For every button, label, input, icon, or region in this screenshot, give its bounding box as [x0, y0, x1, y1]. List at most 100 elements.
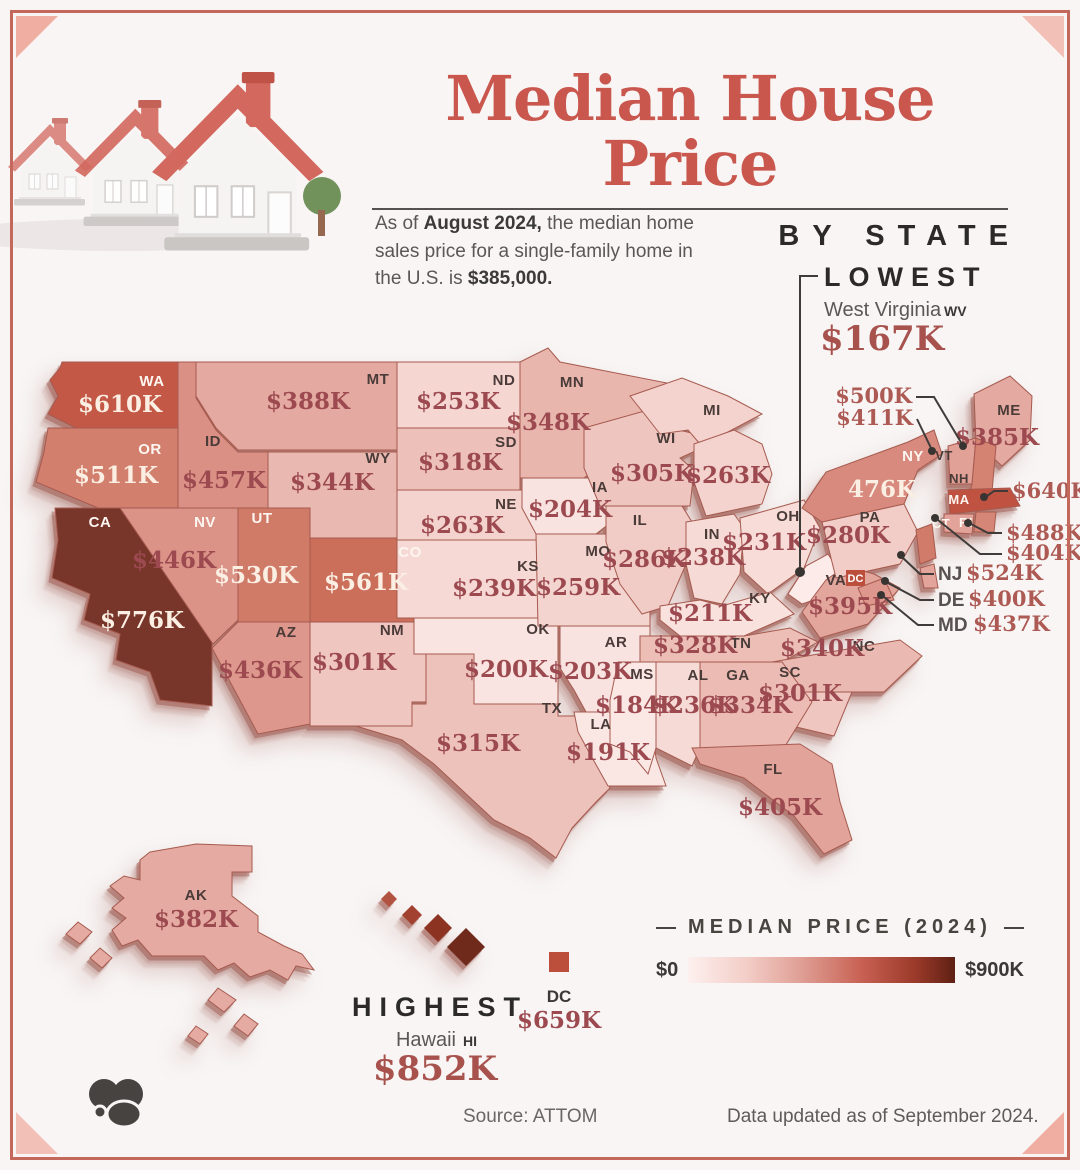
highest-state-name: Hawaii: [396, 1029, 456, 1051]
map-alaska: AK $382K: [65, 843, 316, 1045]
callout-MD-abbr: MD: [938, 615, 968, 636]
state-NM-value: $301K: [312, 649, 397, 676]
state-OH-value: $231K: [722, 529, 807, 556]
state-AK-shape: [109, 843, 316, 981]
legend: MEDIAN PRICE (2024) $0 $900K: [656, 916, 1024, 983]
state-IA-abbr: IA: [592, 479, 608, 496]
callout-NJ-value: $524K: [966, 560, 1043, 585]
legend-dash-left: [656, 926, 677, 929]
state-AL-value: $236K: [652, 692, 737, 719]
state-OK-abbr: OK: [526, 621, 550, 638]
state-UT-value: $530K: [214, 562, 299, 589]
state-TN-value: $328K: [653, 632, 738, 659]
state-AK-island-1: [65, 921, 93, 945]
state-IL-value: $286K: [602, 546, 687, 573]
legend-max-label: $900K: [965, 958, 1024, 981]
state-AL-abbr: AL: [688, 667, 709, 684]
desc-text: As of: [375, 213, 424, 234]
source-text: Source: ATTOM: [463, 1106, 598, 1127]
state-MI-value: $263K: [686, 462, 771, 489]
desc-date: August 2024,: [423, 213, 542, 234]
state-NV-value: $446K: [132, 547, 217, 574]
corner-triangle-bottom-left: [16, 1112, 58, 1154]
state-NY-abbr: NY: [902, 448, 924, 465]
state-NC-value: $340K: [780, 635, 865, 662]
callout-NH-value: $500K: [835, 383, 912, 408]
state-AR-abbr: AR: [605, 634, 628, 651]
state-LA-abbr: LA: [591, 716, 612, 733]
lowest-state-name: West Virginia: [824, 299, 942, 321]
page-title: Median House Price: [445, 62, 935, 201]
highest-value: $852K: [373, 1049, 499, 1089]
state-ND-value: $253K: [416, 388, 501, 415]
lowest-label: LOWEST: [824, 262, 988, 292]
state-TX-abbr: TX: [542, 700, 562, 717]
state-WI-value: $305K: [610, 460, 695, 487]
state-MA-abbr: MA: [948, 492, 969, 507]
legend-dash-right: [1003, 926, 1024, 929]
state-AZ-value: $436K: [218, 657, 303, 684]
state-WY-abbr: WY: [365, 450, 390, 467]
state-HI-island-2: [402, 905, 422, 925]
corner-triangle-top-left: [16, 16, 58, 58]
state-DE-shape: [919, 563, 939, 589]
state-AK-abbr: AK: [185, 887, 208, 904]
lowest-value: $167K: [820, 319, 946, 359]
state-PA-value: $280K: [806, 522, 891, 549]
tree-trunk: [318, 210, 325, 236]
state-AK-value: $382K: [154, 906, 239, 933]
state-IA-value: $204K: [528, 496, 613, 523]
state-FL-value: $405K: [738, 794, 823, 821]
dc-value: $659K: [517, 1007, 602, 1034]
state-MO-value: $259K: [536, 574, 621, 601]
legend-gradient-bar: [688, 957, 956, 983]
state-AK-island-5: [187, 1025, 209, 1045]
house-icon-small: [7, 117, 93, 206]
houses-illustration: [0, 70, 341, 252]
tree-icon: [303, 177, 341, 215]
dc-abbr: DC: [547, 987, 572, 1006]
state-ID-value: $457K: [182, 467, 267, 494]
state-NY-shape: [801, 429, 943, 523]
state-HI-island-4: [447, 928, 485, 966]
state-VA-abbr: VA: [826, 572, 847, 589]
lowest-annotation: LOWEST West Virginia WV $167K: [795, 262, 988, 577]
state-FL-abbr: FL: [763, 761, 782, 778]
state-SD-abbr: SD: [495, 434, 517, 451]
state-NM-abbr: NM: [380, 622, 404, 639]
state-TX-shape: [355, 653, 611, 859]
lowest-state-abbr: WV: [944, 303, 967, 319]
state-AZ-shape: [211, 621, 311, 735]
state-AR-value: $203K: [548, 658, 633, 685]
state-ME-value: $385K: [955, 424, 1040, 451]
state-CO-value: $561K: [324, 569, 409, 596]
state-SD-value: $318K: [418, 449, 503, 476]
callout-MA-value: $640K: [1012, 478, 1080, 503]
callout-DE-value: $400K: [968, 586, 1045, 611]
highest-annotation: HIGHEST Hawaii HI $852K: [352, 992, 520, 1089]
state-NV-abbr: NV: [194, 514, 216, 531]
corner-triangle-top-right: [1022, 16, 1064, 58]
state-MI-abbr: MI: [703, 402, 721, 419]
state-WA-value: $610K: [78, 391, 163, 418]
state-IN-abbr: IN: [704, 526, 720, 543]
state-ID-abbr: ID: [205, 433, 221, 450]
desc-median: $385,000.: [467, 268, 553, 290]
dc-swatch: [549, 952, 569, 972]
state-SC-abbr: SC: [779, 664, 801, 681]
state-OK-value: $200K: [464, 656, 549, 683]
state-MN-abbr: MN: [560, 374, 584, 391]
state-RI-shape: [973, 511, 997, 533]
title-divider: [372, 208, 1008, 211]
state-AK-island-4: [233, 1013, 259, 1037]
callout-NJ-abbr: NJ: [938, 564, 962, 585]
desc-text-2: the median home sales price for a single…: [375, 213, 694, 290]
state-MS-value: $184K: [595, 692, 680, 719]
state-WI-abbr: WI: [656, 430, 675, 447]
state-KY-shape: [659, 591, 795, 637]
state-IL-abbr: IL: [633, 512, 647, 529]
state-CA-abbr: CA: [89, 514, 112, 531]
state-MO-abbr: MO: [585, 543, 610, 560]
